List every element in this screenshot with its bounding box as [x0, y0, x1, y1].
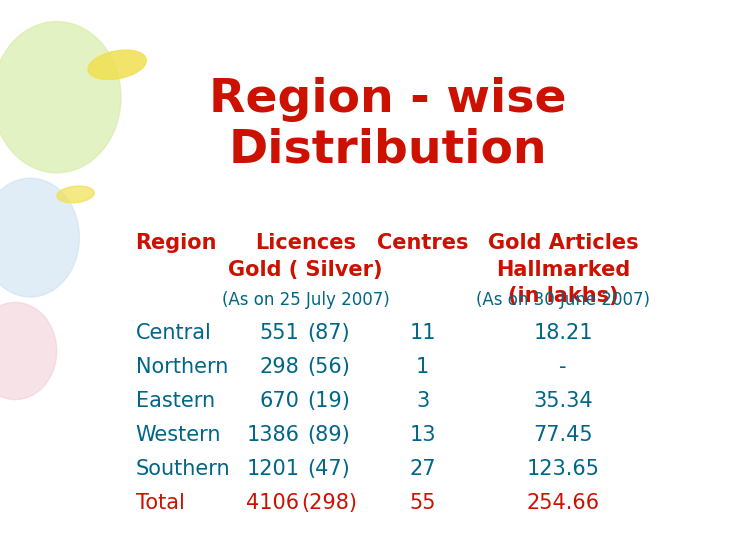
- Text: Region: Region: [135, 233, 217, 253]
- Text: 254.66: 254.66: [527, 493, 600, 513]
- Text: Centres: Centres: [376, 233, 469, 253]
- Text: -: -: [559, 357, 567, 377]
- Text: 1: 1: [416, 357, 429, 377]
- Text: 35.34: 35.34: [534, 391, 593, 411]
- Text: Total: Total: [135, 493, 184, 513]
- Text: (56): (56): [308, 357, 350, 377]
- Text: (298): (298): [301, 493, 357, 513]
- Text: 1386: 1386: [246, 425, 299, 445]
- Text: 298: 298: [260, 357, 299, 377]
- Text: (87): (87): [308, 322, 350, 342]
- Text: (47): (47): [308, 459, 350, 479]
- Text: 77.45: 77.45: [534, 425, 593, 445]
- Text: 3: 3: [416, 391, 429, 411]
- Text: Northern: Northern: [135, 357, 228, 377]
- Text: Southern: Southern: [135, 459, 230, 479]
- Text: Licences
Gold ( Silver): Licences Gold ( Silver): [228, 233, 383, 280]
- Text: 551: 551: [260, 322, 299, 342]
- Text: Central: Central: [135, 322, 212, 342]
- Text: 55: 55: [409, 493, 436, 513]
- Text: (As on 25 July 2007): (As on 25 July 2007): [222, 292, 389, 309]
- Text: 18.21: 18.21: [534, 322, 593, 342]
- Text: 123.65: 123.65: [527, 459, 600, 479]
- Text: 670: 670: [260, 391, 299, 411]
- Text: 1201: 1201: [246, 459, 299, 479]
- Text: 27: 27: [409, 459, 436, 479]
- Text: 11: 11: [409, 322, 436, 342]
- Text: (89): (89): [308, 425, 350, 445]
- Text: (As on 30 June 2007): (As on 30 June 2007): [476, 292, 650, 309]
- Text: (19): (19): [308, 391, 350, 411]
- Text: 13: 13: [409, 425, 436, 445]
- Text: Eastern: Eastern: [135, 391, 215, 411]
- Text: Gold Articles
Hallmarked
(in lakhs): Gold Articles Hallmarked (in lakhs): [488, 233, 639, 306]
- Text: Western: Western: [135, 425, 221, 445]
- Text: Region - wise
Distribution: Region - wise Distribution: [209, 77, 566, 172]
- Text: 4106: 4106: [246, 493, 299, 513]
